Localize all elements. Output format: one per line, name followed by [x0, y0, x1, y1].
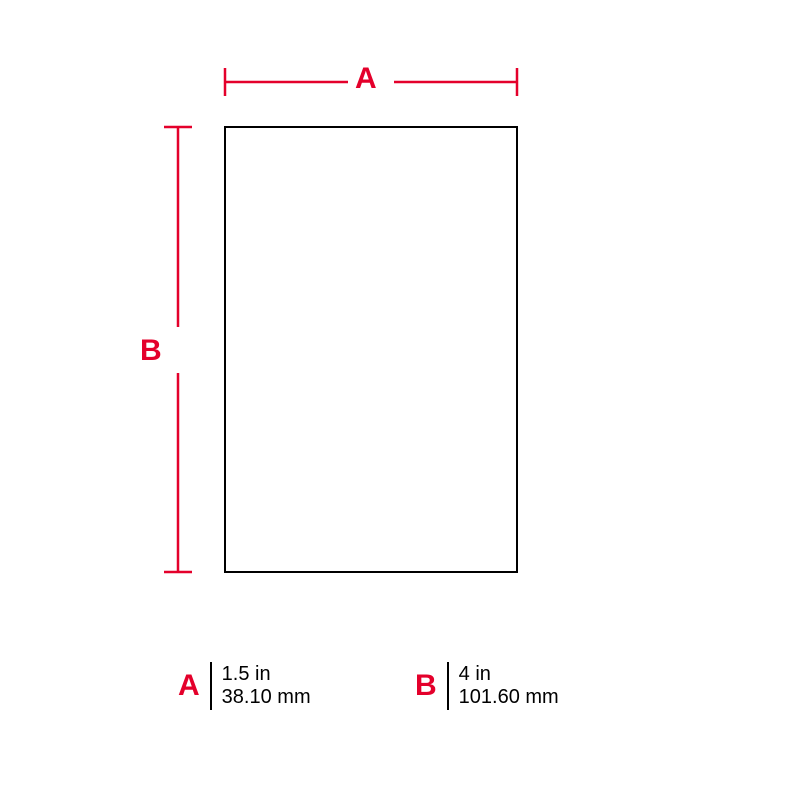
legend-a-mm: 38.10 mm	[222, 686, 311, 709]
legend-a-values: 1.5 in 38.10 mm	[222, 663, 311, 709]
legend-b-letter: B	[415, 669, 437, 703]
legend-b-inches: 4 in	[459, 663, 559, 686]
dimension-diagram: A B A 1.5 in 38.10 mm B 4 in 101.60 mm	[0, 0, 800, 800]
legend-b: B 4 in 101.60 mm	[415, 662, 559, 710]
dimension-a-label: A	[355, 62, 377, 96]
legend-b-mm: 101.60 mm	[459, 686, 559, 709]
legend-a-letter: A	[178, 669, 200, 703]
dimension-b-label: B	[140, 334, 162, 368]
legend-b-divider	[447, 662, 449, 710]
diagram-svg	[0, 0, 800, 800]
legend-a: A 1.5 in 38.10 mm	[178, 662, 311, 710]
legend-a-inches: 1.5 in	[222, 663, 311, 686]
legend-a-divider	[210, 662, 212, 710]
legend-b-values: 4 in 101.60 mm	[459, 663, 559, 709]
